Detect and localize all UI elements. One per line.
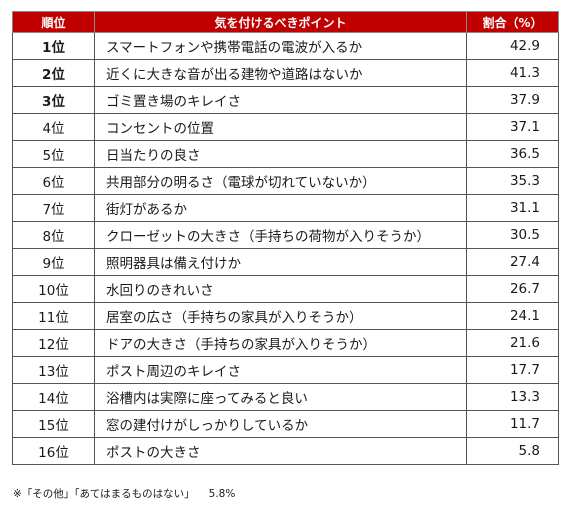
footnote-value: 5.8% bbox=[208, 488, 236, 500]
point-cell: 街灯があるか bbox=[94, 194, 467, 222]
table-row: 16位 ポストの大きさ 5.8 bbox=[12, 437, 559, 465]
table-row: 1位 スマートフォンや携帯電話の電波が入るか 42.9 bbox=[12, 32, 559, 60]
percentage-cell: 27.4 bbox=[466, 248, 559, 276]
point-cell: コンセントの位置 bbox=[94, 113, 467, 141]
point-cell: 共用部分の明るさ（電球が切れていないか） bbox=[94, 167, 467, 195]
table-row: 4位 コンセントの位置 37.1 bbox=[12, 113, 559, 141]
point-cell: 照明器具は備え付けか bbox=[94, 248, 467, 276]
point-cell: 水回りのきれいさ bbox=[94, 275, 467, 303]
percentage-cell: 31.1 bbox=[466, 194, 559, 222]
rank-cell: 14位 bbox=[12, 383, 95, 411]
footnote: ※「その他」「あてはまるものはない」 5.8% bbox=[13, 486, 235, 501]
table-row: 15位 窓の建付けがしっかりしているか 11.7 bbox=[12, 410, 559, 438]
table-row: 3位 ゴミ置き場のキレイさ 37.9 bbox=[12, 86, 559, 114]
rank-cell: 15位 bbox=[12, 410, 95, 438]
percentage-cell: 26.7 bbox=[466, 275, 559, 303]
table-row: 6位 共用部分の明るさ（電球が切れていないか） 35.3 bbox=[12, 167, 559, 195]
percentage-cell: 5.8 bbox=[466, 437, 559, 465]
table-row: 14位 浴槽内は実際に座ってみると良い 13.3 bbox=[12, 383, 559, 411]
table-row: 8位 クローゼットの大きさ（手持ちの荷物が入りそうか） 30.5 bbox=[12, 221, 559, 249]
table-row: 5位 日当たりの良さ 36.5 bbox=[12, 140, 559, 168]
rank-cell: 11位 bbox=[12, 302, 95, 330]
point-cell: 近くに大きな音が出る建物や道路はないか bbox=[94, 59, 467, 87]
rank-cell: 4位 bbox=[12, 113, 95, 141]
percentage-cell: 42.9 bbox=[466, 32, 559, 60]
table-row: 7位 街灯があるか 31.1 bbox=[12, 194, 559, 222]
percentage-cell: 21.6 bbox=[466, 329, 559, 357]
header-rank: 順位 bbox=[12, 11, 95, 33]
table-row: 12位 ドアの大きさ（手持ちの家具が入りそうか） 21.6 bbox=[12, 329, 559, 357]
ranking-table: 順位 気を付けるべきポイント 割合（%） 1位 スマートフォンや携帯電話の電波が… bbox=[12, 11, 559, 465]
footnote-text: ※「その他」「あてはまるものはない」 bbox=[13, 488, 195, 500]
table-row: 13位 ポスト周辺のキレイさ 17.7 bbox=[12, 356, 559, 384]
rank-cell: 3位 bbox=[12, 86, 95, 114]
rank-cell: 2位 bbox=[12, 59, 95, 87]
percentage-cell: 13.3 bbox=[466, 383, 559, 411]
rank-cell: 13位 bbox=[12, 356, 95, 384]
percentage-cell: 17.7 bbox=[466, 356, 559, 384]
rank-cell: 6位 bbox=[12, 167, 95, 195]
percentage-cell: 41.3 bbox=[466, 59, 559, 87]
rank-cell: 7位 bbox=[12, 194, 95, 222]
percentage-cell: 37.1 bbox=[466, 113, 559, 141]
percentage-cell: 11.7 bbox=[466, 410, 559, 438]
point-cell: スマートフォンや携帯電話の電波が入るか bbox=[94, 32, 467, 60]
rank-cell: 9位 bbox=[12, 248, 95, 276]
percentage-cell: 24.1 bbox=[466, 302, 559, 330]
rank-cell: 8位 bbox=[12, 221, 95, 249]
point-cell: 日当たりの良さ bbox=[94, 140, 467, 168]
point-cell: ドアの大きさ（手持ちの家具が入りそうか） bbox=[94, 329, 467, 357]
table-header-row: 順位 気を付けるべきポイント 割合（%） bbox=[12, 11, 559, 33]
table-row: 9位 照明器具は備え付けか 27.4 bbox=[12, 248, 559, 276]
header-percentage: 割合（%） bbox=[466, 11, 559, 33]
rank-cell: 1位 bbox=[12, 32, 95, 60]
table-row: 10位 水回りのきれいさ 26.7 bbox=[12, 275, 559, 303]
point-cell: クローゼットの大きさ（手持ちの荷物が入りそうか） bbox=[94, 221, 467, 249]
point-cell: 浴槽内は実際に座ってみると良い bbox=[94, 383, 467, 411]
percentage-cell: 36.5 bbox=[466, 140, 559, 168]
table-row: 2位 近くに大きな音が出る建物や道路はないか 41.3 bbox=[12, 59, 559, 87]
rank-cell: 5位 bbox=[12, 140, 95, 168]
rank-cell: 12位 bbox=[12, 329, 95, 357]
percentage-cell: 30.5 bbox=[466, 221, 559, 249]
point-cell: ポスト周辺のキレイさ bbox=[94, 356, 467, 384]
percentage-cell: 37.9 bbox=[466, 86, 559, 114]
rank-cell: 10位 bbox=[12, 275, 95, 303]
percentage-cell: 35.3 bbox=[466, 167, 559, 195]
rank-cell: 16位 bbox=[12, 437, 95, 465]
point-cell: 窓の建付けがしっかりしているか bbox=[94, 410, 467, 438]
table-row: 11位 居室の広さ（手持ちの家具が入りそうか） 24.1 bbox=[12, 302, 559, 330]
header-point: 気を付けるべきポイント bbox=[94, 11, 467, 33]
point-cell: 居室の広さ（手持ちの家具が入りそうか） bbox=[94, 302, 467, 330]
point-cell: ポストの大きさ bbox=[94, 437, 467, 465]
point-cell: ゴミ置き場のキレイさ bbox=[94, 86, 467, 114]
